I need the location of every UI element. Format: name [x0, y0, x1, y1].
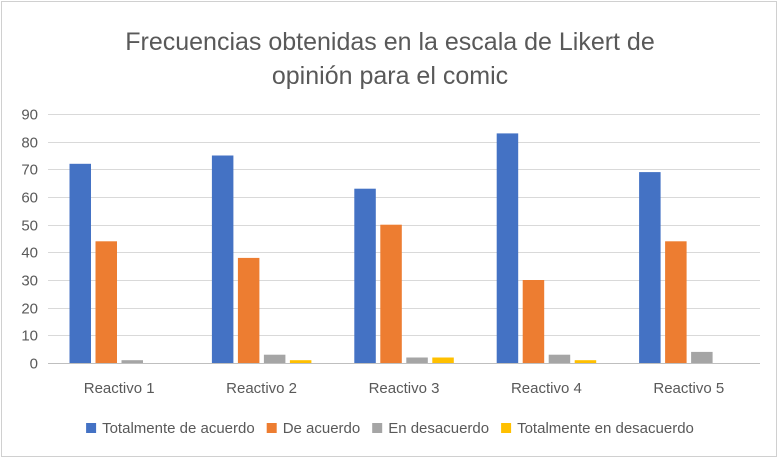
legend-label: Totalmente de acuerdo — [102, 420, 255, 437]
x-category-label: Reactivo 5 — [653, 380, 724, 397]
y-tick-label: 70 — [21, 162, 38, 179]
bar — [548, 354, 571, 363]
bar — [691, 351, 713, 363]
y-tick-label: 0 — [30, 356, 38, 373]
bar — [574, 360, 597, 363]
bar — [665, 241, 687, 363]
bar — [121, 360, 143, 363]
bar — [289, 360, 312, 363]
bar — [432, 357, 454, 363]
chart-title-line-1: Frecuencias obtenidas en la escala de Li… — [125, 28, 655, 56]
legend-swatch — [501, 423, 512, 433]
legend-item: En desacuerdo — [372, 420, 489, 437]
x-category-label: Reactivo 2 — [226, 380, 297, 397]
legend-label: En desacuerdo — [388, 420, 489, 437]
bar — [237, 257, 260, 363]
chart-title-line-2: opinión para el comic — [272, 62, 508, 90]
bar — [639, 172, 661, 363]
y-tick-label: 60 — [21, 190, 38, 207]
x-axis-categories: Reactivo 1 Reactivo 2 Reactivo 3 Reactivo 4… — [84, 380, 724, 397]
legend-label: Totalmente en desacuerdo — [517, 420, 694, 437]
gridlines — [48, 114, 760, 364]
bar — [211, 155, 234, 363]
bar — [496, 133, 519, 363]
legend-item: Totalmente en desacuerdo — [501, 420, 694, 437]
bar — [263, 354, 286, 363]
bar — [354, 188, 376, 363]
y-tick-label: 40 — [21, 245, 38, 262]
y-tick-label: 10 — [21, 328, 38, 345]
legend-swatch — [86, 423, 97, 433]
legend-item: Totalmente de acuerdo — [86, 420, 255, 437]
bars — [69, 133, 713, 363]
legend-swatch — [372, 423, 383, 433]
y-tick-label: 90 — [21, 107, 38, 124]
legend-label: De acuerdo — [283, 420, 361, 437]
x-category-label: Reactivo 3 — [369, 380, 440, 397]
legend: Totalmente de acuerdo De acuerdo En desacu… — [86, 420, 694, 437]
bar — [69, 163, 91, 363]
y-tick-label: 20 — [21, 301, 38, 318]
y-tick-label: 50 — [21, 218, 38, 235]
bar — [522, 280, 545, 363]
bar — [380, 224, 402, 363]
y-tick-label: 30 — [21, 273, 38, 290]
y-tick-label: 80 — [21, 135, 38, 152]
x-category-label: Reactivo 1 — [84, 380, 155, 397]
x-category-label: Reactivo 4 — [511, 380, 582, 397]
bar — [406, 357, 428, 363]
y-axis-ticks: 0 10 20 30 40 50 60 70 80 90 — [21, 107, 38, 373]
legend-swatch — [266, 423, 277, 433]
bar — [95, 241, 117, 363]
legend-item: De acuerdo — [266, 420, 361, 437]
